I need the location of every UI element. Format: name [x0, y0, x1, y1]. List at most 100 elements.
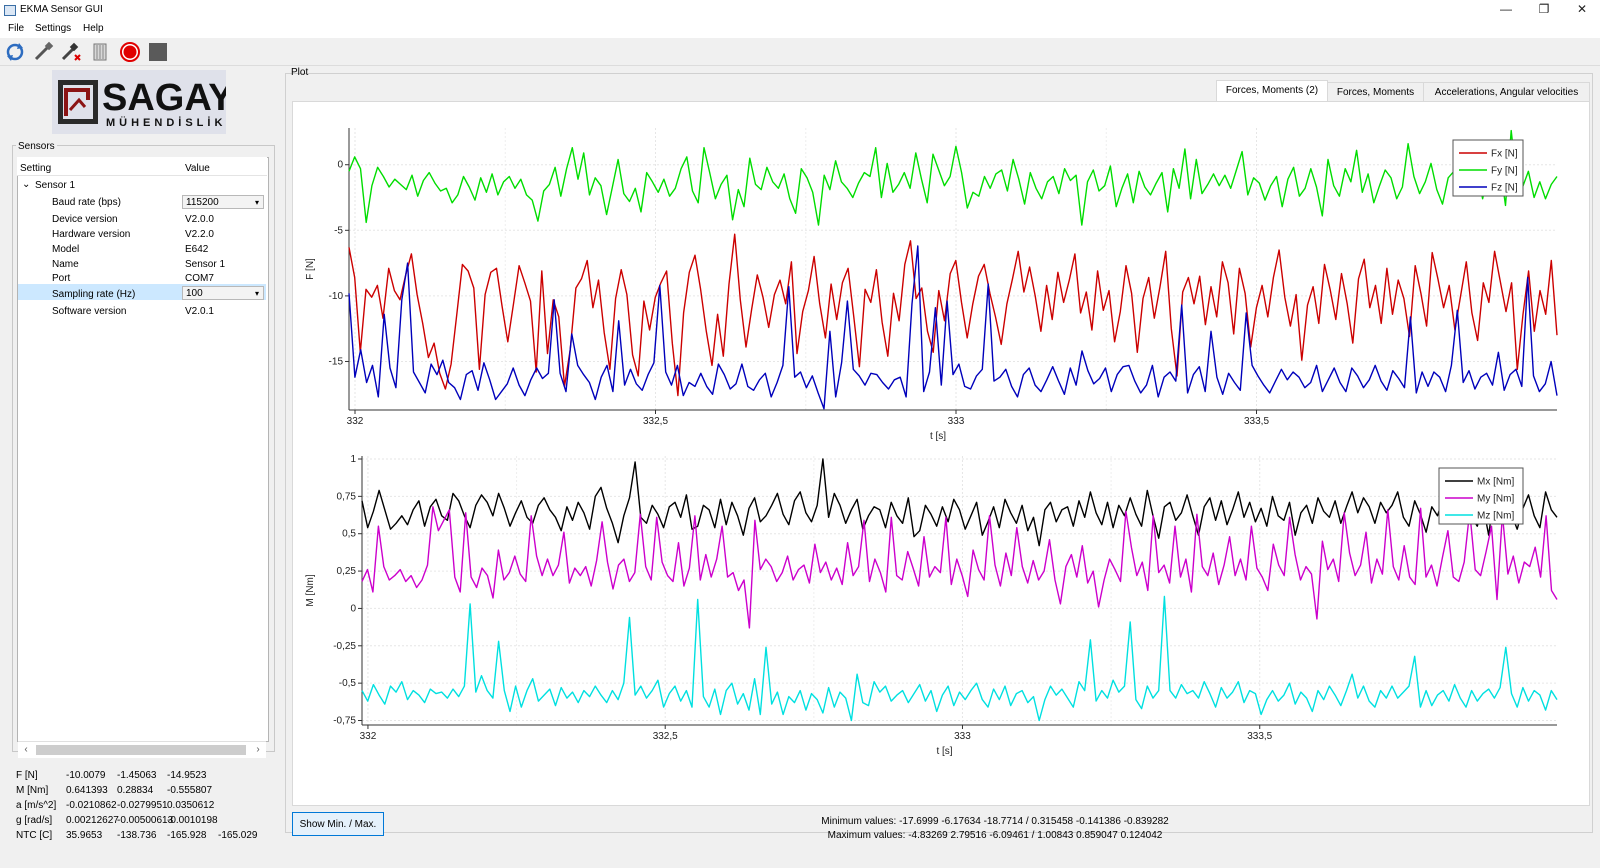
tree-node-sensor[interactable]: Sensor 1 [35, 180, 76, 191]
value-name: Sensor 1 [185, 259, 226, 270]
window-title: EKMA Sensor GUI [20, 4, 103, 15]
reading-value: 0.00212627 [66, 815, 119, 826]
series-line-my [361, 506, 1558, 629]
y-tick-label: -5 [334, 225, 343, 236]
series-line-fy [348, 129, 1558, 226]
tab-forces-moments[interactable]: Forces, Moments [1327, 82, 1424, 103]
title-bar: EKMA Sensor GUI — ❐ ✕ [0, 0, 1600, 20]
legend-label: Fz [N] [1491, 183, 1518, 194]
sampling-rate-value: 100 [186, 288, 203, 299]
reading-value: -0.00500613 [117, 815, 174, 826]
menu-help[interactable]: Help [83, 23, 104, 34]
chevron-down-icon: ▾ [254, 198, 259, 207]
reading-value: -0.0210862 [66, 800, 117, 811]
sensor-settings-tree [17, 157, 269, 742]
charts-svg: 332 332,5 333 333,5 0 -5 -10 -15 t [s] F [N] Fx [N… [305, 128, 1558, 757]
sensor-icon[interactable] [89, 41, 111, 63]
app-icon [4, 5, 16, 16]
chevron-down-icon: ▾ [254, 289, 259, 298]
reading-value: 0.641393 [66, 785, 108, 796]
reading-value: -14.9523 [167, 770, 207, 781]
legend-label: Fx [N] [1491, 149, 1518, 160]
reading-value: -165.029 [218, 830, 258, 841]
setting-hardware-version[interactable]: Hardware version [52, 229, 131, 240]
x-tick-label: 333,5 [1247, 731, 1272, 742]
reading-value: -0.555807 [167, 785, 213, 796]
baud-rate-select[interactable]: 115200 ▾ [182, 195, 264, 209]
tree-expand-icon[interactable]: ⌄ [22, 179, 31, 190]
legend-label: Mx [Nm] [1477, 477, 1514, 488]
series-line-fx [348, 233, 1558, 397]
reading-label: F [N] [16, 770, 38, 781]
y-tick-label: 0 [350, 603, 356, 614]
column-header-setting[interactable]: Setting [20, 163, 52, 174]
reading-label: NTC [C] [16, 830, 53, 841]
reading-label: g [rad/s] [16, 815, 53, 826]
x-tick-label: 332 [360, 731, 377, 742]
setting-sampling-rate[interactable]: Sampling rate (Hz) [52, 289, 136, 300]
y-tick-label: 1 [350, 454, 356, 465]
tab-accelerations-angular-velocities[interactable]: Accelerations, Angular velocities [1423, 82, 1590, 103]
x-tick-label: 333 [948, 416, 965, 427]
value-device-version: V2.0.0 [185, 214, 214, 225]
x-tick-label: 333 [954, 731, 971, 742]
minimum-values-text: Minimum values: -17.6999 -6.17634 -18.77… [821, 816, 1169, 827]
record-icon[interactable] [119, 41, 141, 63]
value-hardware-version: V2.2.0 [185, 229, 214, 240]
y-tick-label: -0,75 [333, 716, 356, 727]
plot-group-label: Plot [291, 67, 309, 78]
y-tick-label: -10 [329, 291, 344, 302]
minimize-button[interactable]: — [1500, 2, 1512, 16]
value-port: COM7 [185, 273, 214, 284]
value-software-version: V2.0.1 [185, 306, 214, 317]
stop-icon[interactable] [147, 41, 169, 63]
restore-button[interactable]: ❐ [1538, 2, 1550, 16]
x-axis-title: t [s] [930, 431, 946, 442]
setting-baud-rate[interactable]: Baud rate (bps) [52, 197, 121, 208]
column-header-value[interactable]: Value [185, 163, 210, 174]
scroll-left-icon[interactable]: ‹ [24, 744, 28, 755]
tree-header [17, 157, 267, 176]
logo-name: SAGAY [102, 77, 226, 119]
y-tick-label: -0,25 [333, 641, 356, 652]
setting-port[interactable]: Port [52, 273, 71, 284]
x-tick-label: 333,5 [1244, 416, 1269, 427]
x-tick-label: 332,5 [643, 416, 668, 427]
y-tick-label: 0 [337, 160, 343, 171]
sampling-rate-select[interactable]: 100 ▾ [182, 286, 264, 300]
scroll-right-icon[interactable]: › [256, 744, 260, 755]
setting-software-version[interactable]: Software version [52, 306, 127, 317]
reading-value: -10.0079 [66, 770, 106, 781]
horizontal-scrollbar[interactable]: ‹ › [18, 741, 266, 758]
setting-model[interactable]: Model [52, 244, 80, 255]
connect-icon[interactable] [32, 41, 54, 63]
baud-rate-value: 115200 [186, 197, 219, 208]
scrollbar-thumb[interactable] [36, 745, 246, 755]
legend-label: My [Nm] [1477, 494, 1514, 505]
x-tick-label: 332,5 [653, 731, 678, 742]
setting-name[interactable]: Name [52, 259, 79, 270]
reading-value: -0.0010198 [167, 815, 218, 826]
y-tick-label: -15 [329, 356, 344, 367]
plot-group [285, 73, 1593, 833]
menu-file[interactable]: File [8, 23, 25, 34]
logo-sub: MÜHENDİSLİK [106, 116, 226, 129]
setting-device-version[interactable]: Device version [52, 214, 118, 225]
disconnect-icon[interactable] [60, 41, 82, 63]
reading-value: 0.28834 [117, 785, 154, 796]
close-button[interactable]: ✕ [1576, 2, 1588, 16]
menu-bar [0, 20, 1600, 38]
reading-value: -165.928 [167, 830, 207, 841]
toolbar [0, 38, 1600, 66]
x-tick-label: 332 [347, 416, 364, 427]
y-axis-title: F [N] [305, 258, 316, 280]
show-minmax-button[interactable]: Show Min. / Max. [292, 812, 384, 836]
y-tick-label: 0,25 [337, 566, 357, 577]
tab-forces-moments-2[interactable]: Forces, Moments (2) [1216, 80, 1328, 103]
reading-value: 0.0350612 [167, 800, 215, 811]
refresh-icon[interactable] [4, 41, 26, 63]
y-tick-label: -0,5 [339, 678, 357, 689]
company-logo: SAGAY MÜHENDİSLİK [52, 70, 234, 134]
sensors-group-label: Sensors [16, 141, 57, 152]
menu-settings[interactable]: Settings [35, 23, 72, 34]
